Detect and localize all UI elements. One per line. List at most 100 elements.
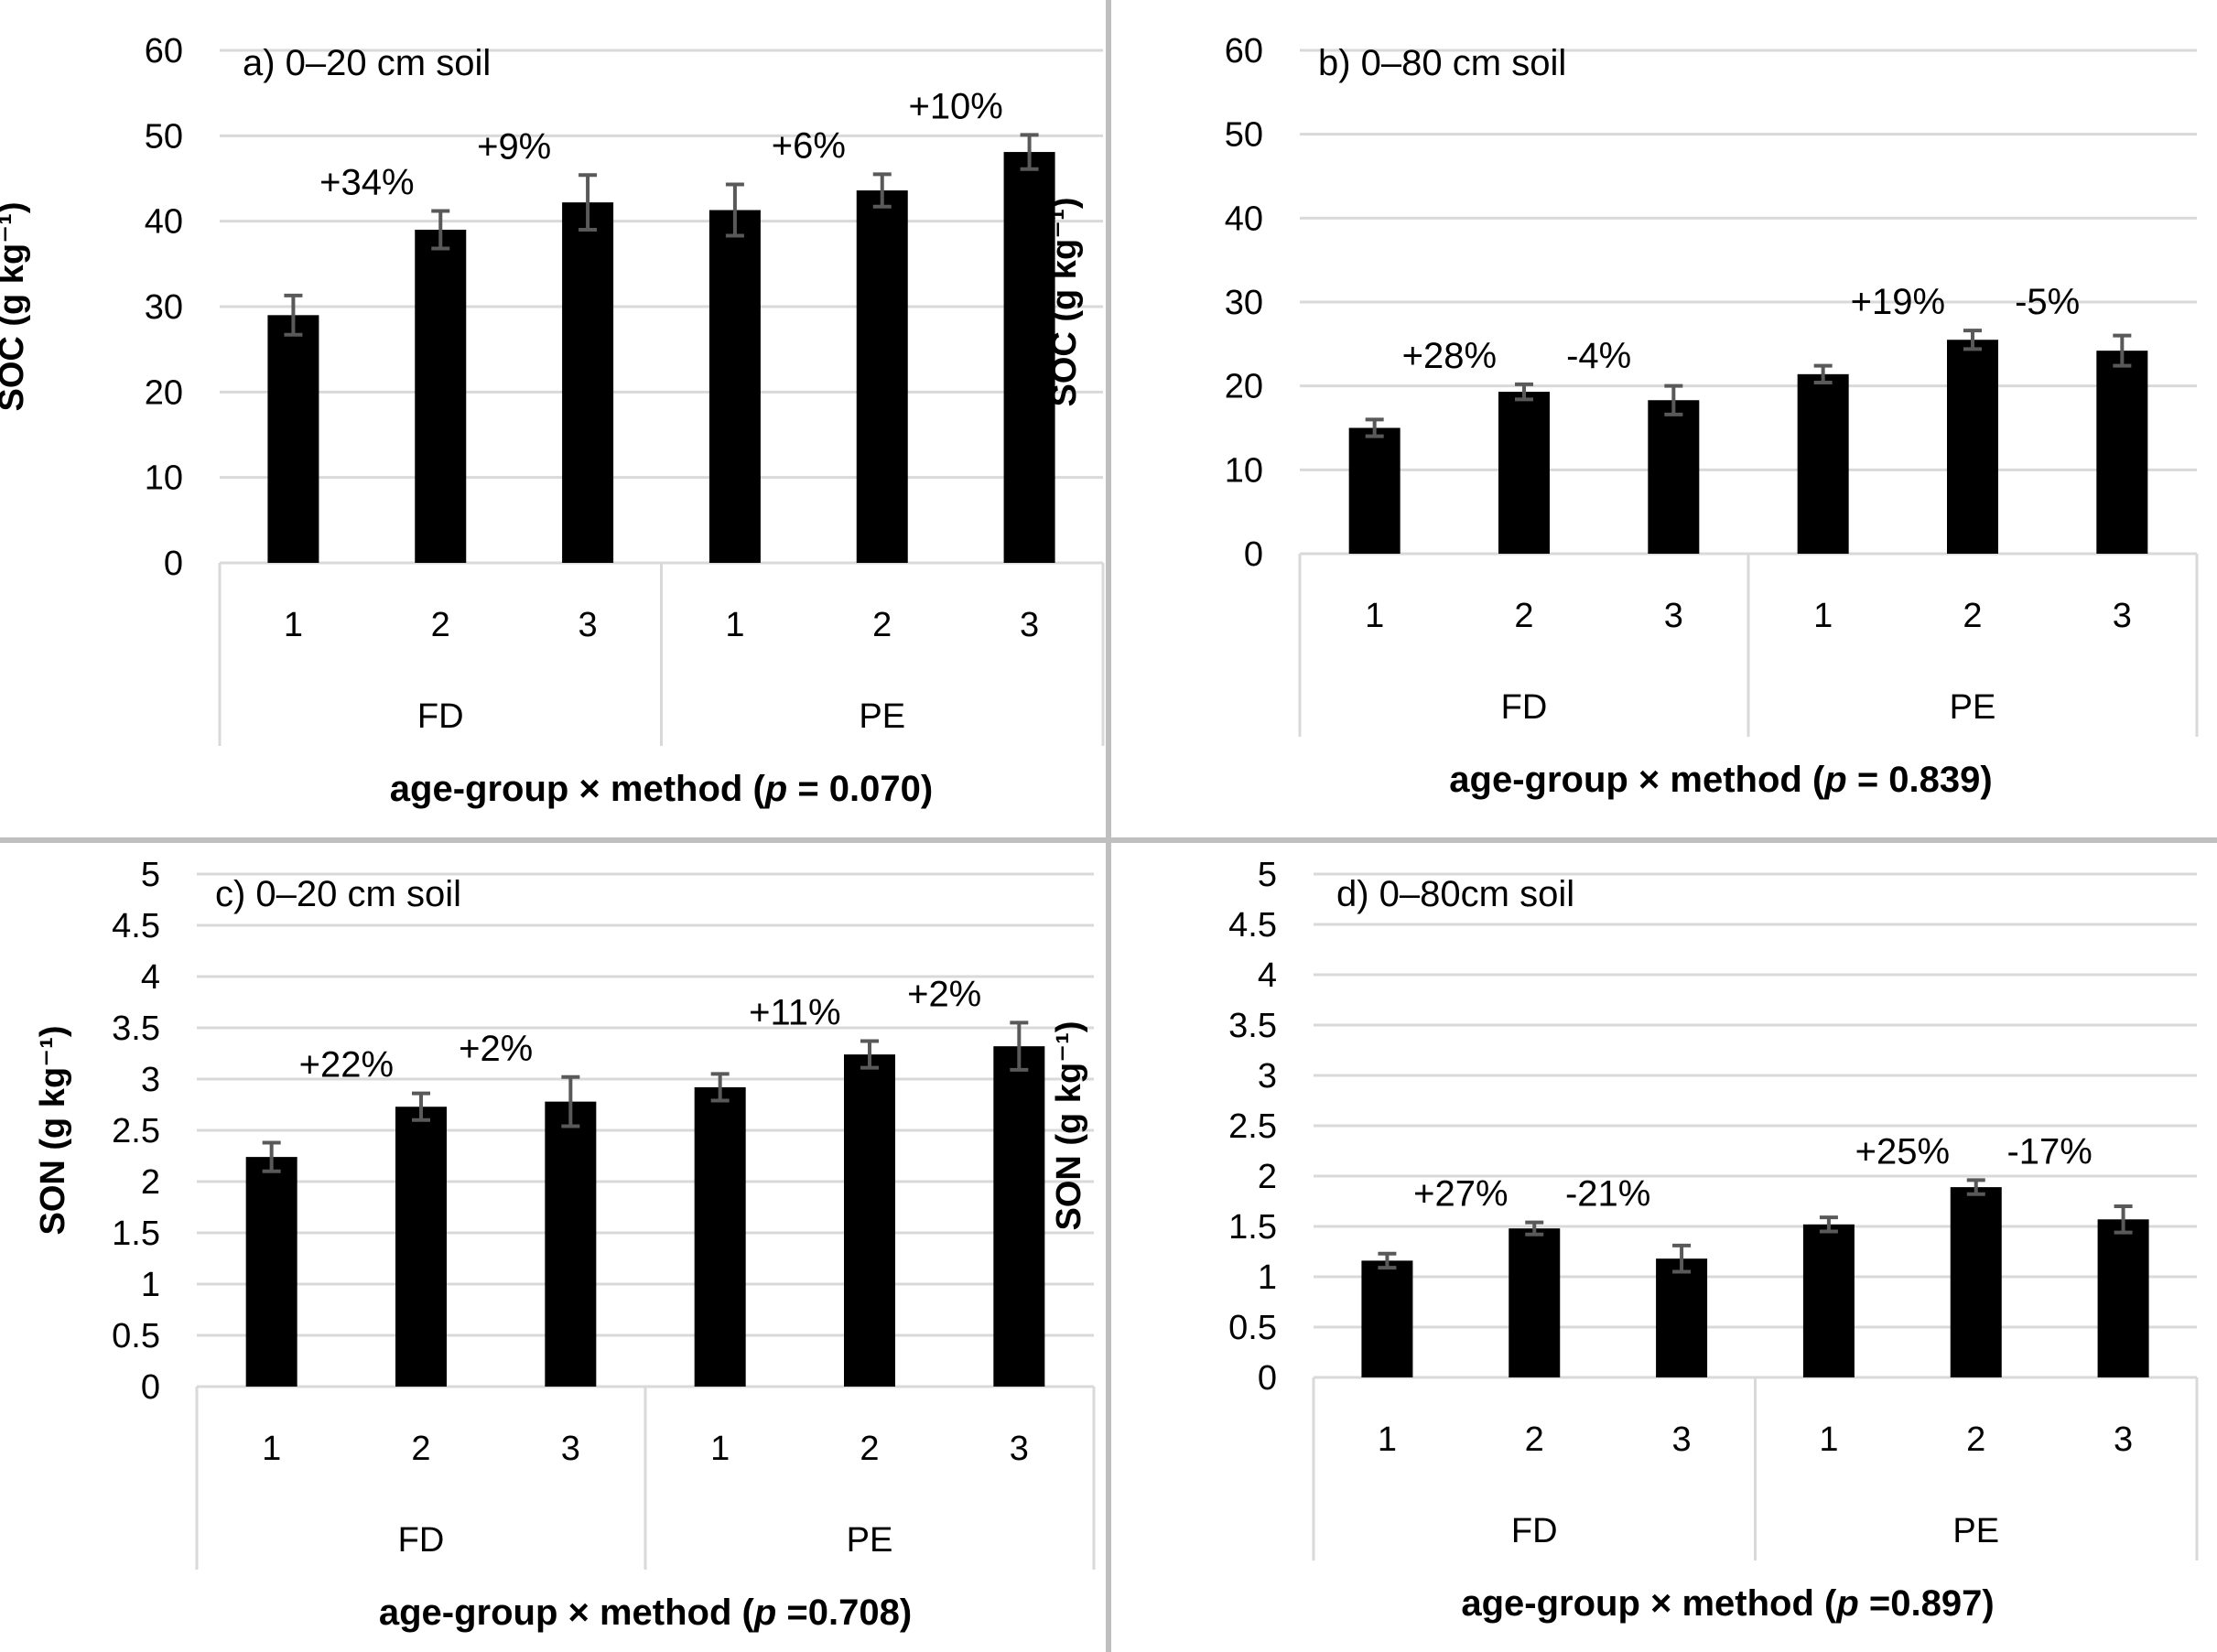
error-bar [579,173,598,232]
bar [245,1157,297,1387]
y-tick-label: 3.5 [112,1010,160,1048]
y-tick-label: 5 [141,856,160,894]
y-tick-label: 1.5 [1228,1208,1277,1247]
bar [562,202,614,563]
x-axis-label-p: p [1835,1583,1858,1624]
panel-title: b) 0–80 cm soil [1318,43,1566,83]
error-bar [710,1072,730,1103]
error-bar [1020,133,1039,171]
x-tick-label: 3 [579,606,598,644]
y-tick-label: 4 [141,958,160,997]
group-label: PE [859,697,905,736]
bar [395,1107,447,1387]
y-tick-label: 4 [1258,956,1277,995]
bar [1361,1260,1413,1377]
x-axis-label-suffix: =0.897) [1859,1583,1995,1624]
y-tick-label: 30 [1225,284,1263,322]
change-annotation: -17% [2006,1131,2092,1172]
x-tick-label: 2 [1966,1420,1985,1459]
change-annotation: +25% [1855,1131,1950,1172]
x-tick-label: 2 [411,1430,430,1468]
y-tick-label: 1 [1258,1258,1277,1297]
y-tick-label: 50 [1225,116,1263,155]
y-tick-label: 0.5 [1228,1309,1277,1347]
bar [1947,340,1998,554]
x-axis-label-prefix: age-group × method ( [1449,760,1825,800]
x-tick-label: 2 [1525,1420,1544,1459]
bar [694,1086,746,1387]
change-annotation: +6% [772,125,846,166]
x-tick-label: 3 [1020,606,1039,644]
bar [708,210,761,564]
x-tick-label: 1 [725,606,744,644]
y-tick-label: 3.5 [1228,1007,1277,1045]
bar [1498,392,1550,554]
change-annotation: +11% [749,993,840,1033]
y-tick-label: 1.5 [112,1215,160,1253]
change-annotation: +28% [1402,336,1497,376]
chart-panel-a: 0 10 20 30 40 50 60 1 +34% 2 +9% 3 1 +6% 2 +10% 3 FD PE a) … [0,32,1105,809]
y-axis-label: SOC (g kg⁻¹) [0,201,31,411]
x-tick-label: 2 [431,606,450,644]
error-bar [1819,1215,1838,1234]
y-tick-label: 20 [1225,368,1263,406]
change-annotation: +19% [1851,282,1945,322]
x-tick-label: 3 [561,1430,580,1468]
bar [1797,373,1849,554]
x-axis-label: age-group × method (p =0.708) [379,1593,912,1633]
y-tick-label: 40 [1225,200,1263,238]
y-tick-label: 10 [145,459,183,498]
error-bar [412,1091,430,1122]
x-axis-label-p: p [764,769,787,809]
y-axis-label: SON (g kg⁻¹) [1050,1020,1088,1230]
x-axis-label: age-group × method (p =0.897) [1461,1583,1994,1624]
error-bar [262,1140,281,1173]
y-tick-label: 2 [1258,1158,1277,1196]
y-tick-label: 0 [141,1368,160,1407]
x-tick-label: 2 [860,1430,879,1468]
y-tick-label: 2 [141,1163,160,1202]
x-axis-label-suffix: = 0.839) [1847,760,1993,800]
change-annotation: +2% [907,974,981,1014]
error-bar [1378,1251,1397,1270]
group-label: FD [398,1521,445,1560]
change-annotation: -5% [2015,282,2080,322]
error-bar [872,172,892,209]
x-axis-label-prefix: age-group × method ( [379,1593,755,1633]
y-tick-label: 2.5 [1228,1107,1277,1146]
x-tick-label: 1 [1819,1420,1838,1459]
x-tick-label: 1 [1365,597,1384,635]
error-bar [725,182,744,238]
bar [1509,1228,1561,1377]
x-tick-label: 2 [872,606,892,644]
group-label: FD [1511,1512,1558,1550]
y-tick-label: 4.5 [112,907,160,945]
x-tick-label: 2 [1963,597,1982,635]
error-bar [1010,1020,1029,1072]
bar [2097,1219,2149,1377]
x-tick-label: 1 [284,606,303,644]
x-axis-label-p: p [753,1593,776,1633]
bar [1802,1224,1855,1377]
bar [844,1054,895,1387]
group-label: PE [1952,1512,1999,1550]
group-label: FD [417,697,464,736]
error-bar [284,293,303,337]
y-tick-label: 4.5 [1228,906,1277,945]
bar [415,230,467,563]
category-table-lines [1298,554,2199,737]
error-bar [431,209,450,251]
x-axis-label-p: p [1823,760,1846,800]
error-bar [561,1074,580,1128]
category-table-lines [218,563,1105,746]
y-tick-label: 60 [145,32,183,70]
panel-title: d) 0–80cm soil [1336,874,1574,914]
chart-panel-b: 0 10 20 30 40 50 60 1 +28% 2 -4% 3 1 +19% 2 -5% 3 FD PE b) … [1045,32,2199,800]
error-bar [1525,1220,1544,1236]
y-tick-label: 0 [1244,535,1263,574]
bar [993,1046,1045,1387]
bar [856,190,908,564]
y-tick-label: 50 [145,117,183,156]
x-tick-label: 2 [1514,597,1533,635]
x-tick-label: 1 [262,1430,281,1468]
